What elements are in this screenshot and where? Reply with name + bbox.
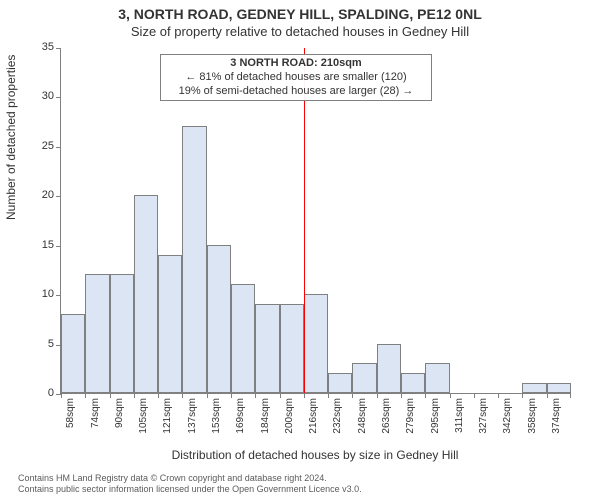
ytick-label: 35 [24, 41, 54, 53]
ytick-label: 10 [24, 288, 54, 300]
xtick-mark [328, 393, 329, 398]
xtick-label: 121sqm [162, 398, 173, 448]
ytick-mark [56, 48, 61, 49]
xtick-mark [207, 393, 208, 398]
credits: Contains HM Land Registry data © Crown c… [18, 473, 362, 494]
credits-line1: Contains HM Land Registry data © Crown c… [18, 473, 362, 483]
xtick-mark [450, 393, 451, 398]
xtick-mark [522, 393, 523, 398]
xtick-mark [352, 393, 353, 398]
annotation-line2: ← 81% of detached houses are smaller (12… [167, 71, 425, 85]
ytick-label: 15 [24, 239, 54, 251]
x-axis-label: Distribution of detached houses by size … [60, 448, 570, 462]
histogram-bar [207, 245, 231, 393]
xtick-mark [498, 393, 499, 398]
xtick-mark [425, 393, 426, 398]
xtick-label: 358sqm [527, 398, 538, 448]
annotation-line1: 3 NORTH ROAD: 210sqm [167, 57, 425, 71]
ytick-mark [56, 196, 61, 197]
xtick-label: 184sqm [260, 398, 271, 448]
xtick-mark [304, 393, 305, 398]
histogram-bar [352, 363, 376, 393]
histogram-bar [377, 344, 401, 393]
histogram-bar [425, 363, 449, 393]
ytick-mark [56, 295, 61, 296]
xtick-label: 216sqm [308, 398, 319, 448]
histogram-bar [328, 373, 352, 393]
chart-title: 3, NORTH ROAD, GEDNEY HILL, SPALDING, PE… [0, 6, 600, 22]
annotation-line3: 19% of semi-detached houses are larger (… [167, 85, 425, 99]
xtick-mark [401, 393, 402, 398]
xtick-mark [182, 393, 183, 398]
xtick-label: 327sqm [478, 398, 489, 448]
histogram-bar [401, 373, 425, 393]
credits-line2: Contains public sector information licen… [18, 484, 362, 494]
xtick-label: 232sqm [332, 398, 343, 448]
ytick-mark [56, 97, 61, 98]
ytick-label: 30 [24, 90, 54, 102]
xtick-mark [547, 393, 548, 398]
xtick-label: 169sqm [235, 398, 246, 448]
xtick-mark [280, 393, 281, 398]
xtick-label: 200sqm [284, 398, 295, 448]
xtick-label: 105sqm [138, 398, 149, 448]
xtick-label: 311sqm [454, 398, 465, 448]
ytick-label: 5 [24, 338, 54, 350]
xtick-label: 74sqm [90, 398, 101, 448]
xtick-label: 263sqm [381, 398, 392, 448]
histogram-bar [61, 314, 85, 393]
histogram-bar [134, 195, 158, 393]
xtick-mark [231, 393, 232, 398]
histogram-bar [231, 284, 255, 393]
ytick-mark [56, 147, 61, 148]
xtick-mark [377, 393, 378, 398]
xtick-mark [85, 393, 86, 398]
xtick-mark [110, 393, 111, 398]
xtick-mark [570, 393, 571, 398]
ytick-mark [56, 246, 61, 247]
histogram-bar [158, 255, 182, 393]
annotation-box: 3 NORTH ROAD: 210sqm← 81% of detached ho… [160, 54, 432, 101]
xtick-label: 248sqm [357, 398, 368, 448]
ytick-label: 20 [24, 189, 54, 201]
xtick-label: 342sqm [502, 398, 513, 448]
xtick-mark [255, 393, 256, 398]
xtick-label: 279sqm [405, 398, 416, 448]
histogram-bar [280, 304, 304, 393]
xtick-label: 137sqm [187, 398, 198, 448]
histogram-bar [182, 126, 206, 393]
histogram-bar [110, 274, 134, 393]
xtick-mark [134, 393, 135, 398]
xtick-mark [61, 393, 62, 398]
histogram-bar [522, 383, 546, 393]
ytick-label: 25 [24, 140, 54, 152]
histogram-bar [255, 304, 279, 393]
chart-subtitle: Size of property relative to detached ho… [0, 24, 600, 39]
xtick-label: 295sqm [430, 398, 441, 448]
histogram-bar [304, 294, 328, 393]
ytick-label: 0 [24, 387, 54, 399]
xtick-mark [474, 393, 475, 398]
xtick-label: 58sqm [65, 398, 76, 448]
xtick-label: 90sqm [114, 398, 125, 448]
y-axis-label: Number of detached properties [4, 55, 18, 220]
xtick-label: 153sqm [211, 398, 222, 448]
histogram-bar [547, 383, 571, 393]
histogram-bar [85, 274, 109, 393]
xtick-mark [158, 393, 159, 398]
xtick-label: 374sqm [551, 398, 562, 448]
